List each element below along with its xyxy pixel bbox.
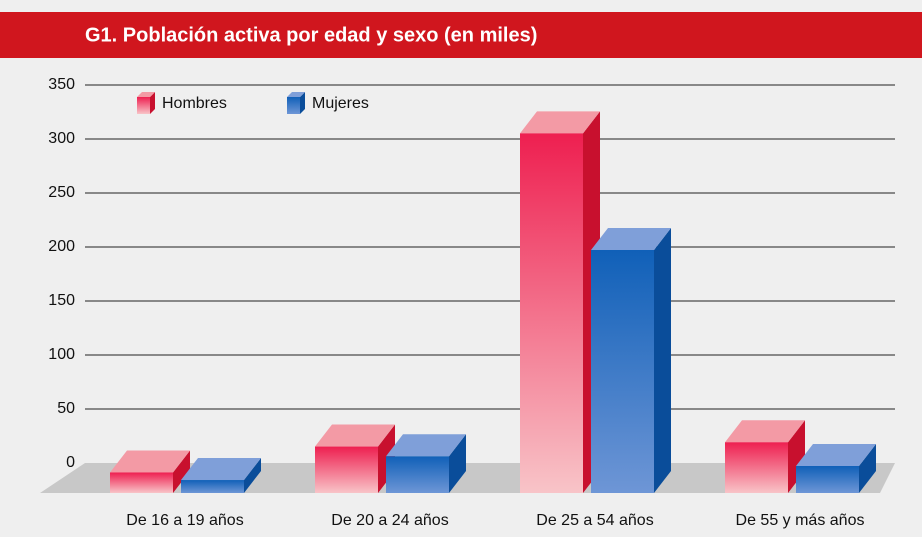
x-tick-label: De 55 y más años [736, 512, 865, 529]
y-tick-label: 0 [66, 454, 75, 471]
y-tick-label: 200 [48, 238, 75, 255]
legend-label: Hombres [162, 95, 227, 112]
bar [725, 420, 805, 493]
legend-swatch [287, 97, 300, 114]
y-tick-label: 150 [48, 292, 75, 309]
title-bar [0, 12, 922, 58]
bar [796, 444, 876, 493]
bar [386, 434, 466, 493]
bar [315, 424, 395, 493]
y-tick-label: 250 [48, 184, 75, 201]
y-tick-label: 350 [48, 76, 75, 93]
legend-swatch-side [300, 92, 305, 114]
x-tick-label: De 16 a 19 años [126, 512, 243, 529]
y-tick-label: 100 [48, 346, 75, 363]
chart-title: G1. Población activa por edad y sexo (en… [85, 24, 537, 46]
legend-swatch-top [287, 92, 305, 97]
legend-swatch [137, 97, 150, 114]
y-tick-label: 50 [57, 400, 75, 417]
bar [181, 458, 261, 493]
legend-swatch-side [150, 92, 155, 114]
bar [520, 111, 600, 494]
legend-swatch-top [137, 92, 155, 97]
legend-label: Mujeres [312, 95, 369, 112]
x-tick-label: De 25 a 54 años [536, 512, 653, 529]
y-tick-label: 300 [48, 130, 75, 147]
bar [591, 228, 671, 493]
x-tick-label: De 20 a 24 años [331, 512, 448, 529]
bar [110, 450, 190, 493]
